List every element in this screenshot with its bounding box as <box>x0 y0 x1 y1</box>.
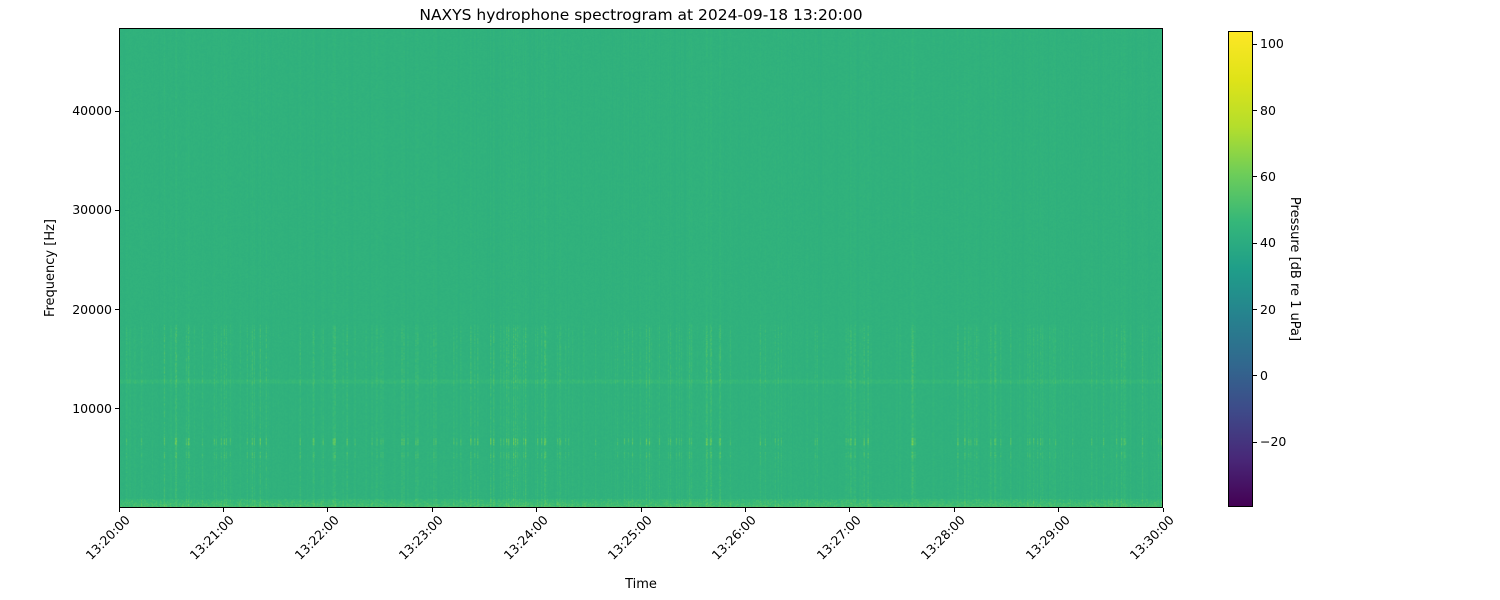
tick-mark <box>1253 309 1257 311</box>
tick-mark <box>431 508 433 512</box>
colorbar-tick-label: 100 <box>1260 36 1284 52</box>
tick-mark <box>222 508 224 512</box>
plot-area <box>119 28 1163 508</box>
colorbar-tick-label: 0 <box>1260 367 1268 383</box>
colorbar-tick-label: 40 <box>1260 235 1276 251</box>
tick-mark <box>1162 508 1164 512</box>
x-axis-label: Time <box>625 577 657 592</box>
tick-mark <box>744 508 746 512</box>
colorbar-tick-label: −20 <box>1260 434 1287 450</box>
tick-mark <box>1253 375 1257 377</box>
tick-mark <box>115 408 119 410</box>
tick-mark <box>536 508 538 512</box>
y-axis-label: Frequency [Hz] <box>43 218 58 318</box>
tick-mark <box>1253 176 1257 178</box>
tick-mark <box>640 508 642 512</box>
colorbar-tick-label: 80 <box>1260 102 1276 118</box>
chart-title: NAXYS hydrophone spectrogram at 2024-09-… <box>419 6 863 24</box>
y-tick-label: 10000 <box>72 400 112 416</box>
colorbar-tick-label: 20 <box>1260 301 1276 317</box>
spectrogram-heatmap <box>120 29 1162 507</box>
tick-mark <box>118 508 120 512</box>
tick-mark <box>1253 110 1257 112</box>
tick-mark <box>1253 441 1257 443</box>
tick-mark <box>115 309 119 311</box>
y-tick-label: 40000 <box>72 103 112 119</box>
tick-mark <box>953 508 955 512</box>
tick-mark <box>115 209 119 211</box>
colorbar <box>1228 31 1253 507</box>
tick-mark <box>1058 508 1060 512</box>
tick-mark <box>327 508 329 512</box>
y-tick-label: 30000 <box>72 202 112 218</box>
y-tick-label: 20000 <box>72 301 112 317</box>
colorbar-label: Pressure [dB re 1 uPa] <box>1287 196 1302 342</box>
tick-mark <box>1253 242 1257 244</box>
colorbar-tick-label: 60 <box>1260 168 1276 184</box>
tick-mark <box>1253 43 1257 45</box>
tick-mark <box>849 508 851 512</box>
x-tick-label: 13:20:00 <box>82 512 133 563</box>
tick-mark <box>115 110 119 112</box>
